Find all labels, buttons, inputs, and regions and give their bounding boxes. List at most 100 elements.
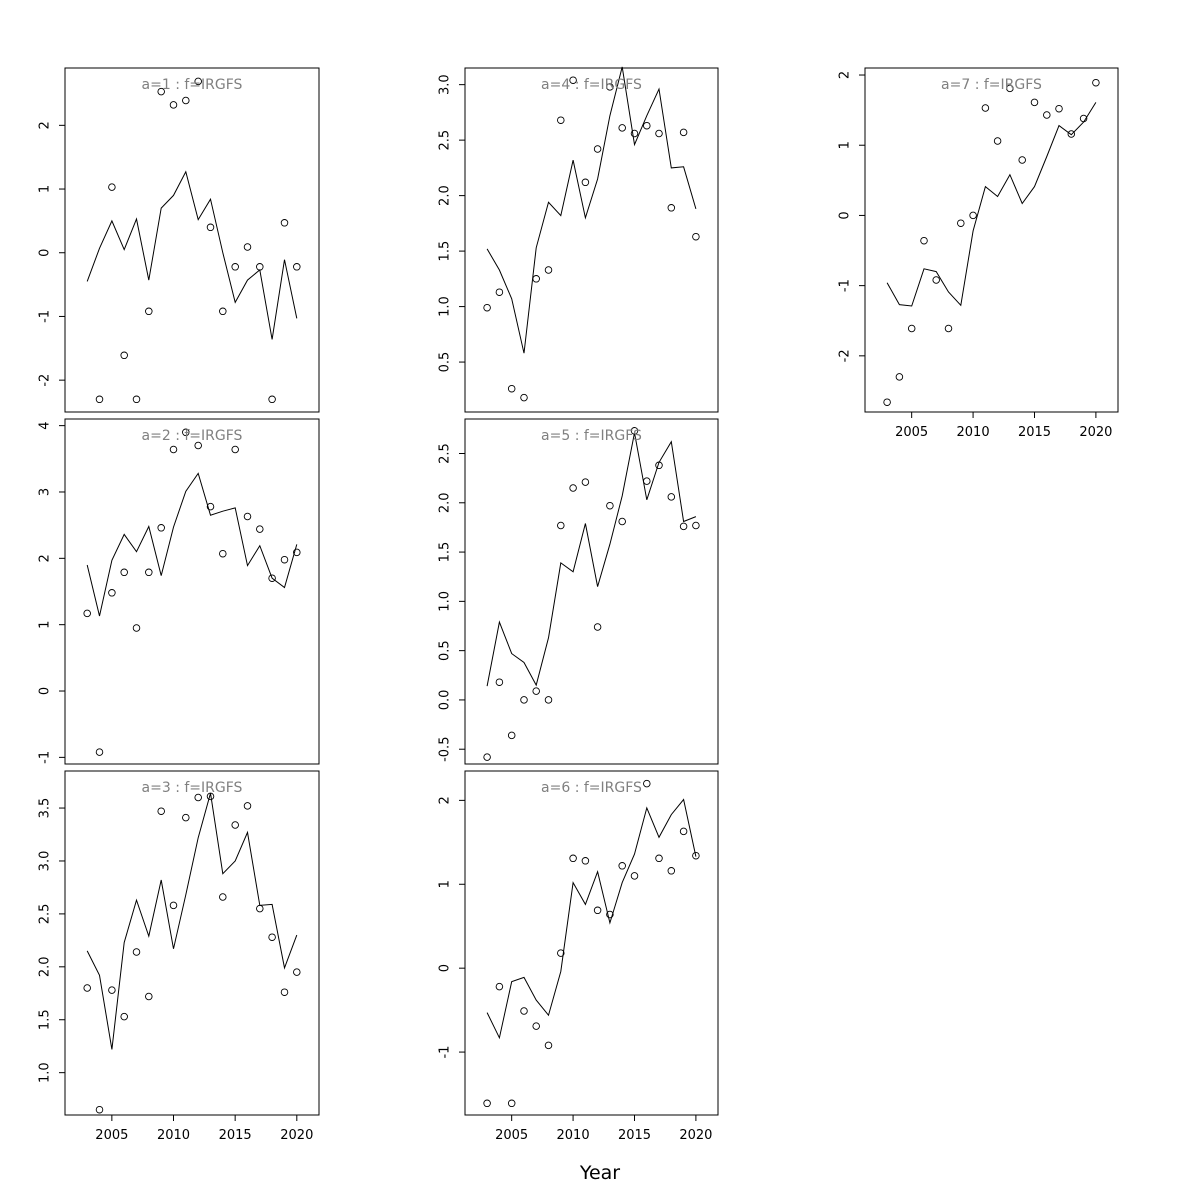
observed-point bbox=[606, 501, 614, 510]
observed-point bbox=[83, 609, 91, 618]
observed-point bbox=[618, 862, 626, 870]
observed-point bbox=[108, 986, 116, 994]
y-tick-label: 0 bbox=[438, 964, 453, 972]
y-tick-label: 1.0 bbox=[438, 591, 453, 612]
observed-point bbox=[169, 101, 178, 109]
observed-point bbox=[268, 395, 276, 404]
plot-frame bbox=[64, 67, 320, 413]
observed-point bbox=[692, 521, 700, 530]
observed-point bbox=[495, 288, 504, 296]
observed-point bbox=[643, 779, 651, 788]
observed-point bbox=[182, 96, 190, 105]
plot-frame bbox=[864, 67, 1119, 413]
observed-point bbox=[593, 906, 602, 915]
fitted-series-line bbox=[86, 170, 298, 340]
observed-point bbox=[507, 731, 516, 740]
y-tick-label: -2 bbox=[838, 349, 853, 362]
observed-point bbox=[194, 77, 202, 86]
observed-point bbox=[206, 502, 215, 511]
observed-point bbox=[206, 223, 215, 232]
observed-point bbox=[569, 484, 577, 492]
observed-point bbox=[667, 493, 676, 501]
observed-point bbox=[667, 867, 676, 875]
y-tick-label: 4 bbox=[38, 421, 53, 429]
observed-point bbox=[581, 478, 590, 486]
plot-frame bbox=[64, 770, 320, 1116]
x-tick-label: 2005 bbox=[95, 1128, 128, 1143]
observed-point bbox=[557, 949, 565, 957]
observed-point bbox=[132, 395, 141, 404]
observed-point bbox=[679, 522, 688, 531]
y-tick-label: 2.0 bbox=[38, 956, 53, 977]
panel-7: -2 -1 0 1 2 2005 2010 2015 2020 a=7 : f=IRGFS bbox=[838, 67, 1119, 440]
observed-point bbox=[231, 263, 239, 271]
observed-point bbox=[883, 398, 891, 406]
plot-frame bbox=[464, 770, 719, 1116]
y-tick-label: 0 bbox=[38, 687, 53, 695]
observed-point bbox=[932, 276, 940, 284]
observed-point bbox=[108, 183, 116, 191]
observed-point bbox=[618, 124, 626, 132]
observed-point bbox=[957, 219, 965, 227]
y-tick-label: 2.0 bbox=[438, 185, 453, 206]
panel-title: a=4 : f=IRGFS bbox=[541, 77, 642, 93]
observed-point bbox=[630, 427, 639, 435]
x-tick-label: 2015 bbox=[219, 1128, 252, 1143]
observed-point bbox=[120, 351, 128, 360]
observed-point bbox=[145, 307, 153, 316]
fitted-series-line bbox=[886, 102, 1097, 307]
plot-frame bbox=[64, 418, 320, 765]
observed-point bbox=[268, 933, 276, 941]
fitted-series-line bbox=[486, 798, 697, 1040]
panel-3: 1.0 1.5 2.0 2.5 3.0 3.5 2005 2010 2015 2020 a=3 : … bbox=[38, 770, 320, 1143]
observed-point bbox=[157, 807, 165, 815]
observed-point bbox=[993, 137, 1002, 145]
observed-point bbox=[1006, 84, 1014, 93]
observed-point bbox=[83, 984, 91, 992]
fitted-series-line bbox=[86, 793, 298, 1050]
observed-point bbox=[544, 266, 553, 274]
observed-point bbox=[679, 128, 688, 137]
y-tick-label: -1 bbox=[38, 310, 53, 323]
observed-point bbox=[145, 992, 153, 1001]
observed-point bbox=[219, 549, 227, 558]
observed-point bbox=[1067, 130, 1076, 138]
observed-point bbox=[581, 857, 590, 865]
panel-1: -2 -1 0 1 2 a=1 : f=IRGFS bbox=[38, 67, 320, 413]
observed-point bbox=[194, 441, 202, 450]
plot-frame bbox=[464, 67, 719, 413]
observed-point bbox=[268, 574, 276, 582]
y-tick-label: 1 bbox=[38, 621, 53, 629]
x-tick-label: 2005 bbox=[895, 425, 928, 440]
observed-point bbox=[907, 324, 916, 333]
x-tick-label: 2010 bbox=[957, 425, 990, 440]
observed-point bbox=[667, 204, 676, 212]
observed-point bbox=[1030, 98, 1039, 107]
observed-point bbox=[293, 263, 301, 271]
observed-point bbox=[544, 1041, 553, 1050]
observed-point bbox=[1018, 156, 1026, 164]
x-tick-label: 2015 bbox=[1018, 425, 1051, 440]
y-tick-label: 2 bbox=[38, 121, 53, 129]
observed-point bbox=[483, 1099, 491, 1108]
observed-point bbox=[120, 568, 128, 577]
panel-title: a=3 : f=IRGFS bbox=[142, 780, 243, 796]
observed-point bbox=[630, 129, 639, 138]
panel-6: -1 0 1 2 2005 2010 2015 2020 a=6 : f=IRGFS bbox=[438, 770, 719, 1143]
x-tick-label: 2010 bbox=[557, 1128, 590, 1143]
observed-point bbox=[643, 477, 651, 485]
observed-point bbox=[95, 1105, 104, 1114]
observed-point bbox=[557, 521, 565, 530]
y-tick-label: 2 bbox=[838, 71, 853, 79]
observed-point bbox=[544, 696, 553, 704]
observed-point bbox=[495, 982, 504, 991]
y-tick-label: -1 bbox=[838, 279, 853, 292]
observed-point bbox=[1079, 114, 1088, 123]
x-tick-label: 2020 bbox=[280, 1128, 313, 1143]
observed-point bbox=[293, 548, 301, 557]
observed-point bbox=[655, 129, 663, 138]
y-tick-label: 3.0 bbox=[438, 74, 453, 95]
y-tick-label: 2.5 bbox=[438, 443, 453, 464]
observed-point bbox=[483, 303, 491, 312]
y-tick-label: 0 bbox=[838, 211, 853, 219]
